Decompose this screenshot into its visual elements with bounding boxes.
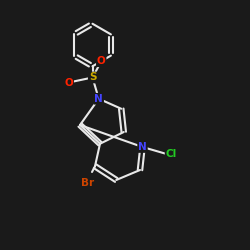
Text: N: N xyxy=(94,94,103,104)
Text: Br: Br xyxy=(81,178,94,188)
Text: Cl: Cl xyxy=(166,149,177,159)
Text: O: O xyxy=(97,56,106,66)
Text: O: O xyxy=(64,78,73,88)
Text: N: N xyxy=(138,142,147,152)
Text: S: S xyxy=(89,72,96,83)
